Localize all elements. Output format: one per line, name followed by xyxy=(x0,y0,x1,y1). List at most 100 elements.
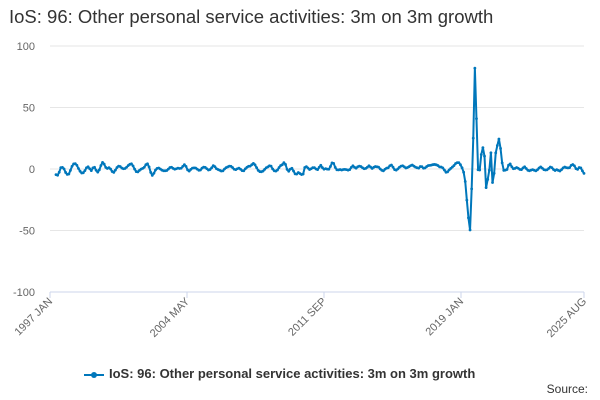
data-point xyxy=(210,166,214,170)
data-point xyxy=(280,163,284,167)
data-point xyxy=(460,166,464,170)
data-point xyxy=(133,167,137,171)
data-point xyxy=(150,174,154,177)
data-point xyxy=(471,136,475,140)
data-point xyxy=(57,170,61,174)
data-point xyxy=(505,168,509,171)
data-point xyxy=(491,181,494,184)
y-tick-label: -100 xyxy=(13,287,35,299)
legend-swatch xyxy=(84,370,104,380)
data-point xyxy=(487,168,491,172)
data-point xyxy=(442,168,446,172)
data-point xyxy=(284,163,287,166)
data-point xyxy=(494,151,498,155)
data-point xyxy=(316,168,319,172)
x-axis-labels: 1997 JAN 2004 MAY 2011 SEP 2019 JAN 2025 AUG xyxy=(12,295,589,340)
data-point xyxy=(317,165,321,169)
data-point xyxy=(287,169,291,173)
data-point xyxy=(69,168,72,172)
data-point xyxy=(391,165,395,169)
data-point xyxy=(332,161,336,165)
legend-label: IoS: 96: Other personal service activiti… xyxy=(109,366,476,381)
series-layer xyxy=(54,66,586,232)
x-axis xyxy=(49,291,585,298)
data-point xyxy=(62,167,66,171)
data-point xyxy=(497,137,501,141)
data-point xyxy=(290,166,294,170)
data-point xyxy=(255,166,259,170)
data-point xyxy=(269,164,273,168)
data-point xyxy=(492,172,496,175)
data-point xyxy=(113,168,117,172)
data-point xyxy=(67,172,71,176)
data-point xyxy=(452,164,456,167)
data-point xyxy=(96,170,100,174)
data-point xyxy=(81,171,85,175)
data-point xyxy=(285,167,289,171)
data-point xyxy=(446,170,449,174)
data-point xyxy=(277,166,281,169)
data-point xyxy=(93,165,96,169)
data-point xyxy=(579,166,583,170)
data-point xyxy=(77,167,80,170)
data-point xyxy=(576,167,579,171)
data-point xyxy=(184,165,188,168)
data-point xyxy=(292,169,295,173)
data-point xyxy=(301,172,305,176)
x-tick-label: 2004 MAY xyxy=(148,295,193,340)
data-point xyxy=(83,169,87,173)
data-point xyxy=(94,168,98,172)
data-point xyxy=(550,166,554,170)
data-point xyxy=(97,168,101,172)
data-point xyxy=(146,162,149,166)
data-point xyxy=(510,165,514,169)
data-point xyxy=(86,165,90,169)
chart-title: IoS: 96: Other personal service activiti… xyxy=(9,6,494,27)
data-point xyxy=(213,165,217,169)
data-point xyxy=(486,178,490,181)
data-point xyxy=(508,162,512,166)
data-point xyxy=(465,198,469,202)
data-point xyxy=(131,164,135,168)
data-point xyxy=(147,165,151,169)
data-point xyxy=(475,117,478,121)
data-point xyxy=(489,151,493,155)
data-point xyxy=(319,163,323,167)
data-point xyxy=(582,172,586,175)
data-point xyxy=(457,161,461,165)
data-point xyxy=(199,168,202,172)
data-point xyxy=(149,170,153,174)
data-point xyxy=(142,165,146,169)
data-point xyxy=(253,163,257,167)
data-point xyxy=(572,164,576,168)
data-point xyxy=(89,169,93,173)
data-point xyxy=(499,147,502,150)
data-point xyxy=(481,146,485,150)
y-tick-label: 50 xyxy=(23,103,35,115)
data-point xyxy=(386,166,390,170)
data-point xyxy=(88,167,92,171)
series-line xyxy=(55,67,585,232)
data-point xyxy=(112,170,116,174)
data-point xyxy=(390,163,393,167)
data-point xyxy=(242,169,246,173)
source-label: Source: xyxy=(546,382,588,396)
data-point xyxy=(479,153,483,156)
y-axis: 100 50 0 -50 -100 xyxy=(13,41,35,299)
data-point xyxy=(75,163,79,167)
data-point xyxy=(70,164,74,168)
y-tick-label: 100 xyxy=(17,41,35,53)
data-point xyxy=(581,169,584,173)
data-point xyxy=(130,162,133,166)
data-point xyxy=(56,173,59,177)
data-point xyxy=(470,187,474,191)
data-point xyxy=(478,168,482,172)
legend[interactable]: IoS: 96: Other personal service activiti… xyxy=(84,366,475,381)
data-point xyxy=(64,171,68,174)
data-point xyxy=(467,216,470,220)
data-point xyxy=(463,180,467,183)
x-tick-label: 2019 JAN xyxy=(423,296,466,339)
data-point xyxy=(282,161,286,165)
data-point xyxy=(495,144,499,147)
